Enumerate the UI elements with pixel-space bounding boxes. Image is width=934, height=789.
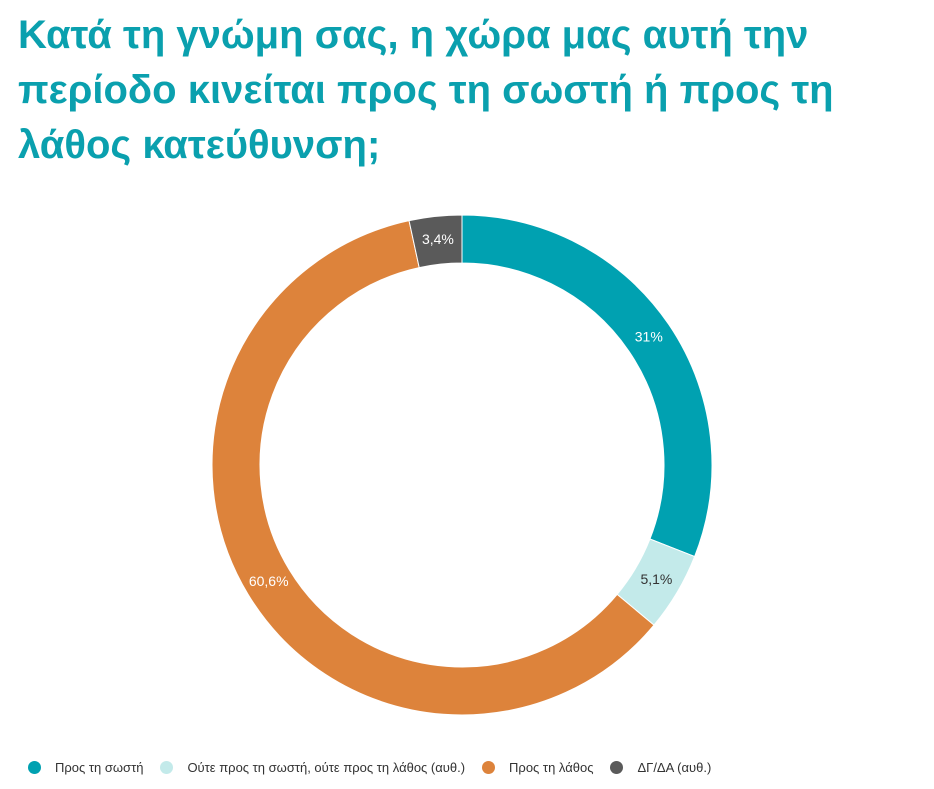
chart-title: Κατά τη γνώμη σας, η χώρα μας αυτή την π… (18, 13, 834, 167)
legend-swatch-dk (610, 761, 624, 774)
legend-item-wrong: Προς τη λάθος (482, 760, 593, 775)
legend-item-right: Προς τη σωστή (28, 760, 143, 775)
slice-wrong-label: 60,6% (249, 573, 289, 589)
slice-neither-label: 5,1% (640, 571, 672, 587)
slice-wrong (211, 220, 655, 716)
legend-swatch-wrong (482, 761, 496, 774)
legend-swatch-right (28, 761, 41, 774)
slice-dk (408, 214, 463, 269)
legend-swatch-neither (160, 761, 174, 774)
donut-chart: 31% 5,1% 60,6% 3,4% (211, 214, 713, 716)
legend-label-neither: Ούτε προς τη σωστή, ούτε προς τη λάθος (… (187, 760, 466, 775)
legend-item-neither: Ούτε προς τη σωστή, ούτε προς τη λάθος (… (160, 760, 465, 775)
chart-legend: Προς τη σωστή Ούτε προς τη σωστή, ούτε π… (28, 760, 728, 775)
slice-dk-label: 3,4% (422, 231, 454, 247)
legend-label-dk: ΔΓ/ΔΑ (αυθ.) (637, 760, 712, 775)
legend-item-dk: ΔΓ/ΔΑ (αυθ.) (610, 760, 711, 775)
legend-label-right: Προς τη σωστή (55, 760, 144, 775)
legend-label-wrong: Προς τη λάθος (509, 760, 594, 775)
slice-right-label: 31% (635, 328, 663, 344)
slice-right (461, 214, 713, 558)
